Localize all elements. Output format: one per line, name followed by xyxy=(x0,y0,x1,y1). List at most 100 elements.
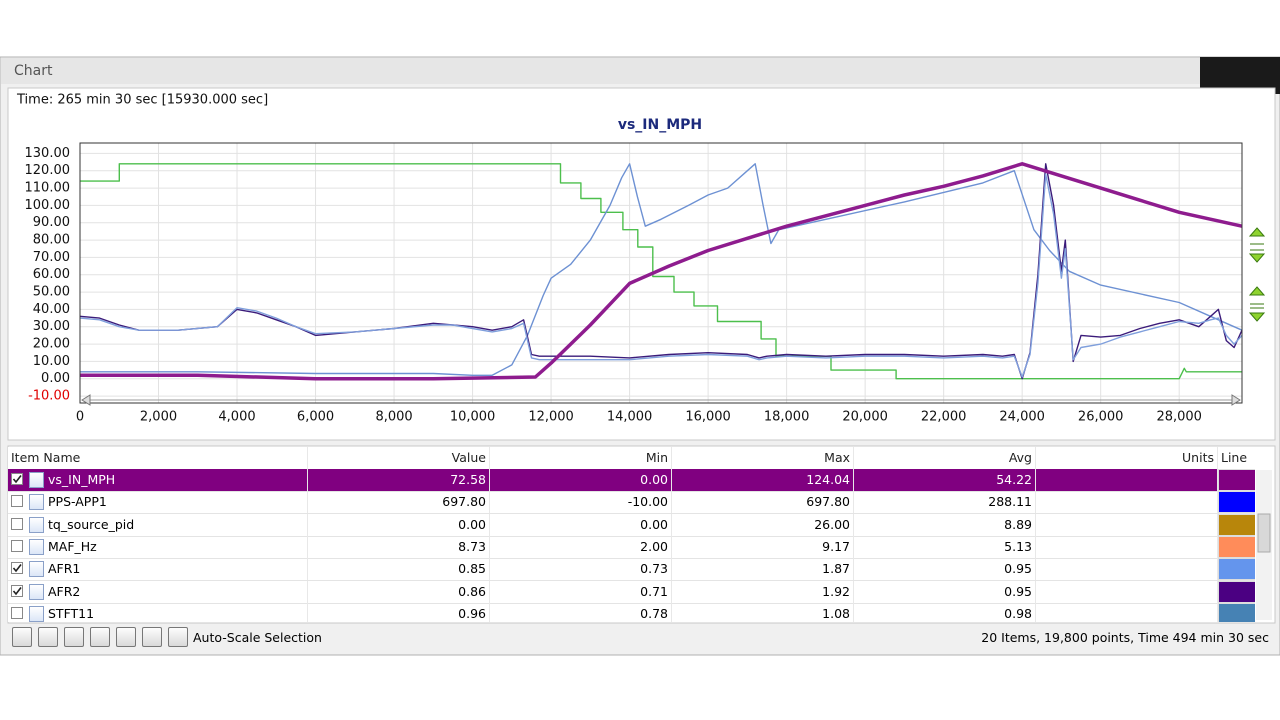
cell-min: -10.00 xyxy=(490,491,672,514)
check-mark xyxy=(12,564,22,573)
chart-title: vs_IN_MPH xyxy=(618,117,702,133)
tool-button[interactable] xyxy=(142,627,162,647)
checkbox[interactable] xyxy=(11,473,23,485)
x-tick-label: 2,000 xyxy=(140,410,177,425)
tool-button[interactable] xyxy=(90,627,110,647)
cell-units xyxy=(1036,535,1218,558)
time-label: Time: 265 min 30 sec [15930.000 sec] xyxy=(16,93,268,108)
column-header[interactable]: Item Name xyxy=(8,447,308,469)
series-line xyxy=(79,173,1243,378)
status-text: 20 Items, 19,800 points, Time 494 min 30… xyxy=(981,630,1269,645)
y-tick-label: -10.00 xyxy=(28,389,70,404)
cell-max: 9.17 xyxy=(672,535,854,558)
cell-avg: 288.11 xyxy=(854,491,1036,514)
name-cell: tq_source_pid xyxy=(8,513,308,536)
cell-value: 0.96 xyxy=(308,602,490,622)
tool-button[interactable] xyxy=(12,627,32,647)
check-mark xyxy=(12,586,22,595)
checkbox[interactable] xyxy=(11,495,23,508)
cell-avg: 0.98 xyxy=(854,602,1036,622)
y-tick-label: 100.00 xyxy=(25,198,71,213)
column-header[interactable]: Avg xyxy=(854,447,1036,469)
checkbox[interactable] xyxy=(11,606,23,619)
x-tick-label: 12,000 xyxy=(528,410,574,425)
x-tick-label: 10,000 xyxy=(450,410,496,425)
tool-button[interactable] xyxy=(116,627,136,647)
line-color xyxy=(1218,513,1255,536)
table-row[interactable]: tq_source_pid 0.00 0.00 26.00 8.89 xyxy=(8,513,1255,537)
cell-avg: 5.13 xyxy=(854,535,1036,558)
pid-icon xyxy=(29,494,44,511)
checkbox[interactable] xyxy=(11,562,23,575)
table-header: Item Name Value Min Max Avg Units Line xyxy=(8,447,1255,470)
cell-min: 0.00 xyxy=(490,513,672,536)
tool-button[interactable] xyxy=(64,627,84,647)
name-cell: MAF_Hz xyxy=(8,535,308,558)
cell-avg: 54.22 xyxy=(854,469,1036,491)
y-tick-label: 10.00 xyxy=(33,354,70,369)
x-tick-label: 14,000 xyxy=(607,410,653,425)
cell-max: 1.92 xyxy=(672,580,854,603)
pid-icon xyxy=(29,605,44,622)
line-color xyxy=(1218,491,1255,514)
check-mark xyxy=(12,564,22,573)
checkbox[interactable] xyxy=(11,517,23,530)
tool-button[interactable] xyxy=(38,627,58,647)
scroll-thumb[interactable] xyxy=(1257,513,1271,553)
column-header[interactable]: Min xyxy=(490,447,672,469)
item-name: AFR1 xyxy=(48,561,81,577)
column-header[interactable]: Value xyxy=(308,447,490,469)
column-header[interactable]: Units xyxy=(1036,447,1218,469)
scroll-arrows[interactable] xyxy=(81,394,1241,406)
cell-avg: 0.95 xyxy=(854,580,1036,603)
line-color xyxy=(1218,469,1255,491)
cell-value: 697.80 xyxy=(308,491,490,514)
y-tick-label: 40.00 xyxy=(33,302,70,317)
x-tick-label: 6,000 xyxy=(297,410,334,425)
table-row[interactable]: AFR1 0.85 0.73 1.87 0.95 xyxy=(8,558,1255,582)
plot xyxy=(79,162,1243,381)
x-tick-label: 4,000 xyxy=(218,410,255,425)
tool-button[interactable] xyxy=(168,627,188,647)
cell-value: 72.58 xyxy=(308,469,490,491)
cell-min: 0.00 xyxy=(490,469,672,491)
data-table: Item Name Value Min Max Avg Units Line vs_IN_MP… xyxy=(8,447,1255,622)
cell-max: 26.00 xyxy=(672,513,854,536)
cell-value: 0.86 xyxy=(308,580,490,603)
y-tick-label: 130.00 xyxy=(25,146,71,161)
cell-min: 2.00 xyxy=(490,535,672,558)
cell-units xyxy=(1036,491,1218,514)
column-header[interactable]: Max xyxy=(672,447,854,469)
table-row[interactable]: PPS-APP1 697.80 -10.00 697.80 288.11 xyxy=(8,491,1255,515)
panel-header xyxy=(1,58,1279,84)
cell-units xyxy=(1036,580,1218,603)
cell-units xyxy=(1036,602,1218,622)
cell-max: 697.80 xyxy=(672,491,854,514)
checkbox[interactable] xyxy=(11,584,23,597)
y-tick-label: 70.00 xyxy=(33,250,70,265)
check-mark xyxy=(12,586,22,595)
item-name: vs_IN_MPH xyxy=(48,472,116,487)
checkbox[interactable] xyxy=(11,539,23,552)
table-row[interactable]: MAF_Hz 8.73 2.00 9.17 5.13 xyxy=(8,535,1255,559)
x-tick-label: 22,000 xyxy=(921,410,967,425)
chart-frame xyxy=(7,87,1276,441)
cell-max: 1.87 xyxy=(672,558,854,581)
toolbar: Auto-Scale Selection 20 Items, 19,800 po… xyxy=(8,624,1275,652)
y-tick-label: 30.00 xyxy=(33,319,70,334)
y-tick-label: 80.00 xyxy=(33,233,70,248)
series-line xyxy=(80,163,1242,380)
pid-icon xyxy=(29,472,44,488)
y-tick-label: 50.00 xyxy=(33,285,70,300)
series-line xyxy=(80,162,1243,381)
item-name: MAF_Hz xyxy=(48,538,97,554)
column-header[interactable]: Line xyxy=(1218,447,1255,469)
table-row[interactable]: STFT11 0.96 0.78 1.08 0.98 xyxy=(8,602,1255,622)
table-row[interactable]: AFR2 0.86 0.71 1.92 0.95 xyxy=(8,580,1255,604)
table-row[interactable]: vs_IN_MPH 72.58 0.00 124.04 54.22 xyxy=(8,469,1255,492)
series-line xyxy=(80,163,1243,376)
y-tick-label: 20.00 xyxy=(33,337,70,352)
zoom-buttons[interactable] xyxy=(1248,227,1266,322)
